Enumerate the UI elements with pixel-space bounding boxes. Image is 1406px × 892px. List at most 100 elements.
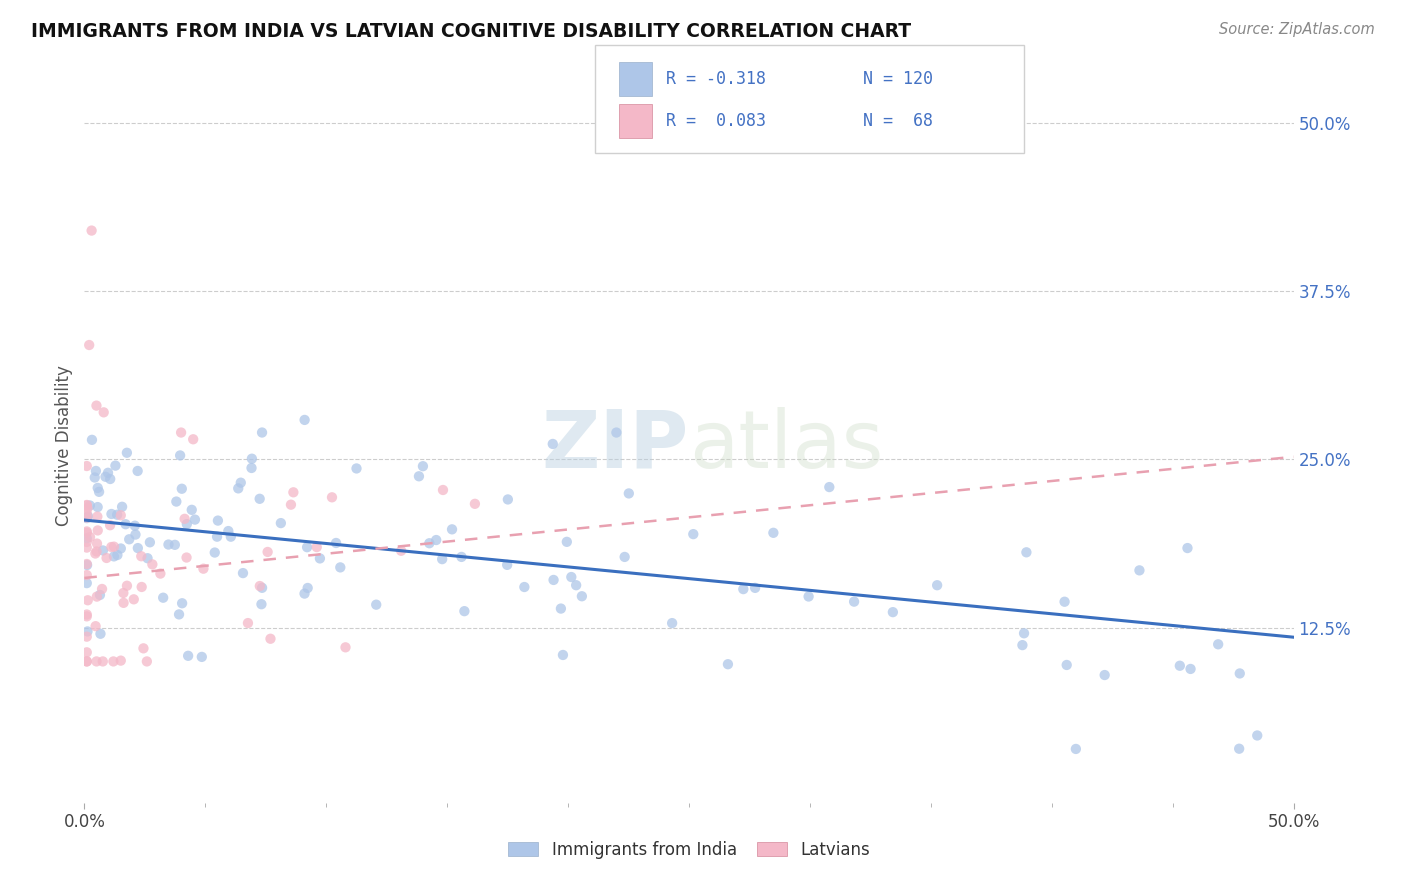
Point [87, 481, 110, 495]
Point [1094, 668, 1116, 682]
Point [79, 530, 101, 544]
Text: N = 120: N = 120 [863, 70, 934, 88]
Point [86, 509, 108, 524]
Point [76, 624, 98, 639]
Point [76, 557, 98, 571]
Point [111, 500, 134, 514]
Point [418, 536, 440, 550]
Point [1128, 563, 1150, 577]
Y-axis label: Cognitive Disability: Cognitive Disability [55, 366, 73, 526]
Point [76, 609, 98, 624]
Point [283, 485, 305, 500]
Point [131, 580, 153, 594]
Point [240, 461, 263, 475]
Point [76, 607, 98, 622]
Point [453, 604, 475, 618]
Point [110, 541, 132, 556]
Point [77, 338, 100, 352]
Text: R = -0.318: R = -0.318 [666, 70, 766, 88]
Point [217, 524, 239, 538]
Point [744, 581, 766, 595]
Point [1011, 638, 1033, 652]
Point [86, 655, 108, 669]
Text: IMMIGRANTS FROM INDIA VS LATVIAN COGNITIVE DISABILITY CORRELATION CHART: IMMIGRANTS FROM INDIA VS LATVIAN COGNITI… [31, 22, 911, 41]
Point [496, 558, 519, 572]
Point [115, 579, 138, 593]
Point [84, 547, 107, 561]
Point [157, 537, 180, 551]
Point [366, 598, 388, 612]
Point [91, 655, 114, 669]
Point [181, 432, 204, 446]
Point [450, 549, 472, 564]
Point [797, 590, 820, 604]
Point [176, 550, 198, 565]
Point [80, 223, 103, 237]
Point [91, 543, 114, 558]
Point [762, 525, 785, 540]
Point [1064, 742, 1087, 756]
Point [76, 510, 98, 524]
Point [86, 544, 108, 558]
Point [86, 590, 108, 604]
Point [250, 597, 273, 611]
Point [193, 562, 215, 576]
Point [86, 536, 108, 550]
Text: Source: ZipAtlas.com: Source: ZipAtlas.com [1219, 22, 1375, 37]
Point [842, 594, 865, 608]
Point [346, 461, 368, 475]
Point [250, 581, 273, 595]
Point [430, 552, 453, 566]
Point [543, 573, 565, 587]
Point [76, 501, 98, 516]
Text: ZIP: ZIP [541, 407, 689, 485]
Point [86, 399, 108, 413]
Point [76, 576, 98, 591]
Point [1229, 666, 1251, 681]
Point [551, 648, 574, 662]
Point [76, 541, 98, 555]
Point [84, 464, 107, 478]
Point [226, 482, 249, 496]
Point [236, 616, 259, 631]
Point [112, 596, 135, 610]
Point [94, 469, 117, 483]
Point [96, 551, 118, 566]
Point [412, 459, 434, 474]
Point [191, 649, 214, 664]
Point [76, 458, 98, 473]
Point [76, 568, 98, 582]
Point [560, 570, 582, 584]
Point [84, 619, 107, 633]
Point [83, 470, 105, 484]
Point [1056, 657, 1078, 672]
Point [170, 482, 193, 496]
Point [169, 449, 191, 463]
Point [76, 524, 98, 539]
Point [1246, 729, 1268, 743]
Point [122, 592, 145, 607]
Point [76, 525, 98, 540]
Point [441, 522, 464, 536]
Point [280, 498, 302, 512]
Point [87, 484, 110, 499]
Point [141, 558, 163, 572]
Point [1227, 741, 1250, 756]
Point [565, 578, 588, 592]
Point [98, 472, 121, 486]
Point [682, 527, 704, 541]
Point [1206, 637, 1229, 651]
Point [205, 530, 228, 544]
Point [733, 582, 755, 596]
Point [550, 601, 572, 615]
Point [103, 549, 125, 564]
Point [93, 405, 115, 419]
Point [80, 433, 103, 447]
Point [927, 578, 949, 592]
Point [325, 536, 347, 550]
Point [76, 531, 98, 545]
Point [297, 581, 319, 595]
Point [432, 483, 454, 497]
Point [259, 632, 281, 646]
Point [256, 545, 278, 559]
